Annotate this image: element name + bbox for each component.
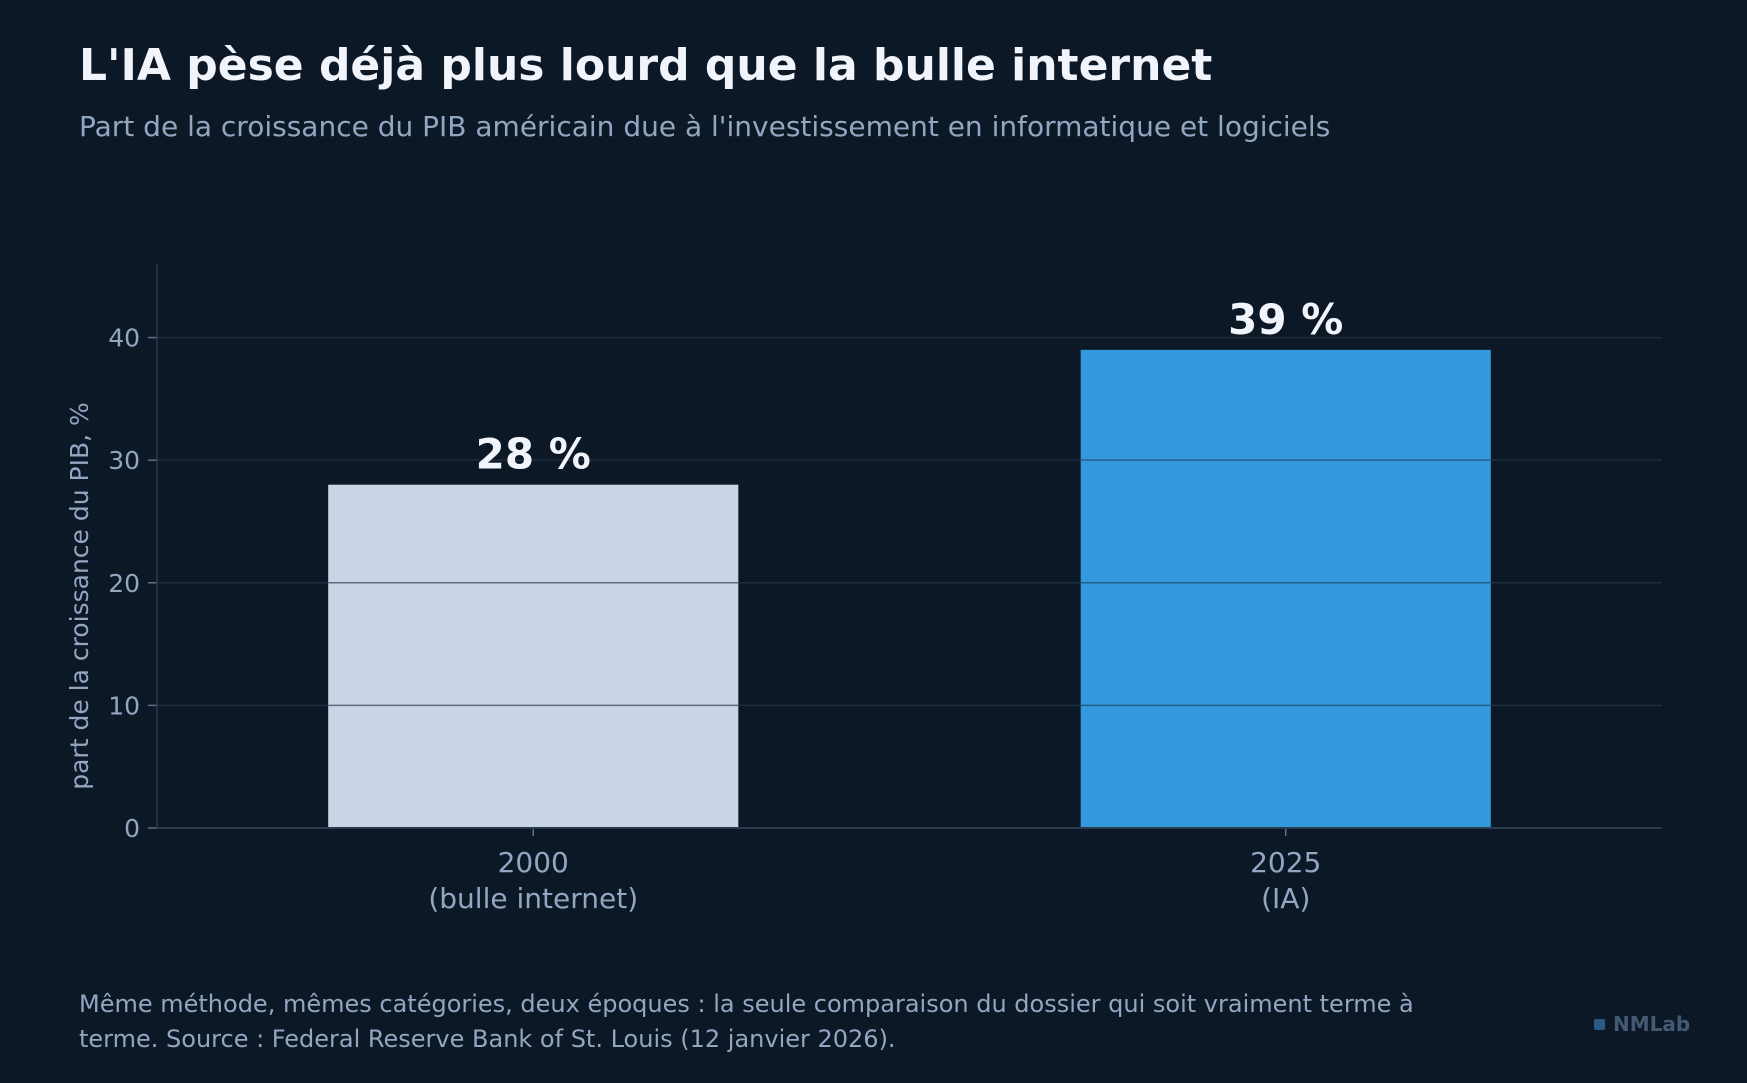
x-tick-label-line: (bulle internet) <box>428 882 638 915</box>
y-tick-label-30: 30 <box>108 446 140 475</box>
bars <box>328 349 1491 828</box>
x-tick-label-line: 2025 <box>1250 846 1321 879</box>
axes <box>148 264 1662 836</box>
y-axis-label: part de la croissance du PIB, % <box>65 402 94 790</box>
labels: 0 10 20 30 40 28 % 2000 (bulle internet) 39 % 202… <box>65 295 1343 915</box>
data-label-2025: 39 % <box>1228 295 1343 344</box>
bar-2000 <box>328 484 739 828</box>
chart-title: L'IA pèse déjà plus lourd que la bulle i… <box>79 40 1213 91</box>
x-tick-label-line: 2000 <box>498 846 569 879</box>
x-tick-label-2000: 2000 (bulle internet) <box>428 846 638 915</box>
y-tick-label-0: 0 <box>124 814 140 843</box>
data-label-2000: 28 % <box>476 430 591 479</box>
x-tick-label-2025: 2025 (IA) <box>1250 846 1321 915</box>
bar-chart: 0 10 20 30 40 28 % 2000 (bulle internet) 39 % 202… <box>65 264 1662 915</box>
x-tick-label-line: (IA) <box>1261 882 1310 915</box>
y-tick-label-20: 20 <box>108 569 140 598</box>
brand-logo: NMLab <box>1594 1012 1690 1036</box>
brand-name: NMLab <box>1613 1012 1691 1036</box>
brand-square-icon <box>1594 1018 1605 1030</box>
bar-2025 <box>1080 349 1491 828</box>
chart-subtitle: Part de la croissance du PIB américain d… <box>79 110 1331 143</box>
y-tick-label-10: 10 <box>108 691 140 720</box>
y-tick-label-40: 40 <box>108 324 140 353</box>
footnote: Même méthode, mêmes catégories, deux épo… <box>79 990 1414 1053</box>
bar-gridline-overlay <box>328 459 1491 707</box>
